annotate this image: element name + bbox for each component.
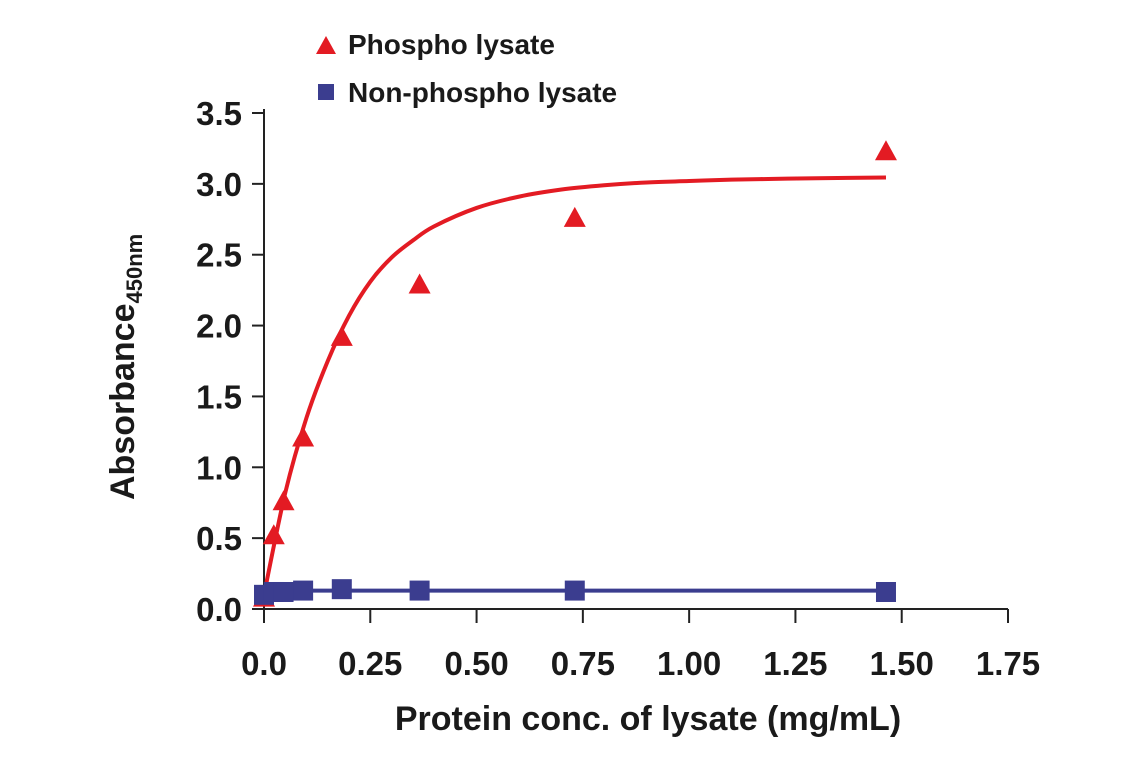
x-tick-label: 0.0 (241, 645, 287, 682)
x-tick-label: 0.25 (338, 645, 402, 682)
legend-marker-phospho-lysate (316, 36, 336, 54)
x-tick-label: 1.50 (870, 645, 934, 682)
y-tick-label: 2.5 (196, 237, 242, 274)
x-tick-label: 1.25 (763, 645, 827, 682)
fit-line-phospho-lysate (262, 175, 887, 596)
point-non-phospho-lysate (331, 579, 352, 600)
x-tick-label: 0.75 (551, 645, 615, 682)
y-tick-label: 0.5 (196, 520, 242, 557)
x-axis-title: Protein conc. of lysate (mg/mL) (395, 700, 901, 738)
x-tick-label: 0.50 (444, 645, 508, 682)
point-non-phospho-lysate (293, 580, 314, 601)
y-tick-label: 1.5 (196, 378, 242, 415)
legend-label-non-phospho-lysate: Non-phospho lysate (348, 77, 617, 108)
data-points (253, 140, 897, 607)
legend: Phospho lysate Non-phospho lysate (316, 29, 617, 108)
point-non-phospho-lysate (273, 581, 294, 602)
legend-marker-non-phospho-lysate (318, 84, 334, 100)
point-phospho-lysate (292, 426, 315, 447)
y-axis-title-main: Absorbance (104, 304, 142, 501)
point-phospho-lysate (563, 206, 586, 227)
y-tick-label: 1.0 (196, 449, 242, 486)
y-tick-label: 0.0 (196, 591, 242, 628)
y-tick-label: 3.5 (196, 95, 242, 132)
point-non-phospho-lysate (564, 580, 585, 601)
point-non-phospho-lysate (875, 581, 896, 602)
fit-curves (262, 175, 887, 596)
point-phospho-lysate (408, 273, 431, 294)
point-phospho-lysate (330, 325, 353, 346)
y-tick-label: 3.0 (196, 166, 242, 203)
axes: 0.0 0.5 1.0 1.5 2.0 2.5 3.0 3.5 0.0 0.25 0.50 0.75 1… (196, 95, 1040, 682)
x-tick-label: 1.75 (976, 645, 1040, 682)
y-tick-label: 2.0 (196, 308, 242, 345)
legend-label-phospho-lysate: Phospho lysate (348, 29, 555, 60)
point-phospho-lysate (874, 140, 897, 161)
y-axis-title-subscript: 450nm (122, 234, 147, 304)
x-tick-label: 1.00 (657, 645, 721, 682)
point-phospho-lysate (272, 490, 295, 511)
point-phospho-lysate (262, 524, 285, 545)
y-axis-title: Absorbance450nm (104, 234, 147, 500)
point-non-phospho-lysate (409, 580, 430, 601)
